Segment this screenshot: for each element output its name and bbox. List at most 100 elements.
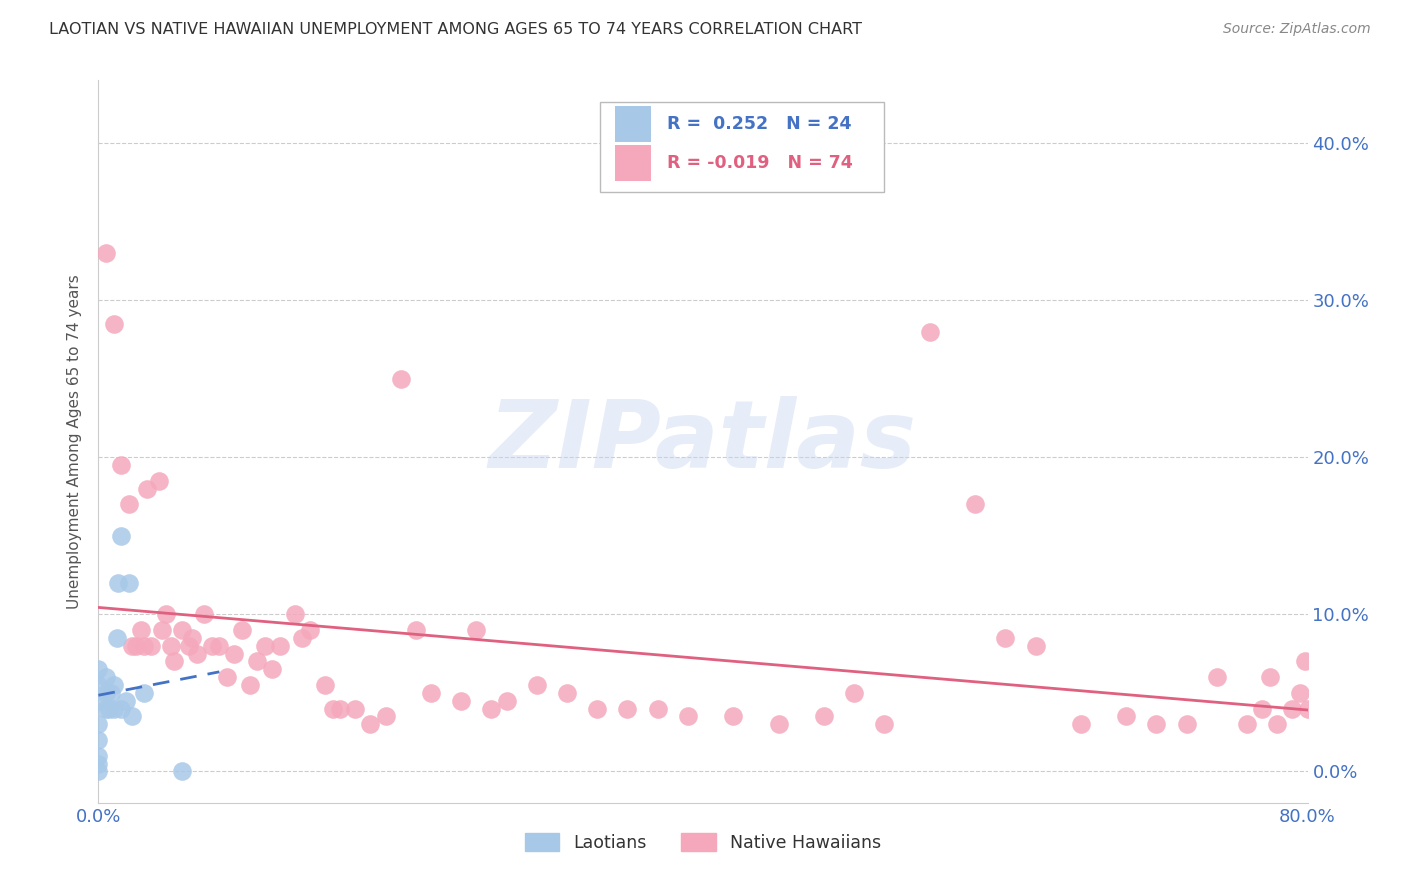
Point	[1236, 717, 1258, 731]
Point	[87, 678, 110, 692]
Point	[465, 623, 488, 637]
Point	[360, 717, 382, 731]
Point	[994, 631, 1017, 645]
Point	[94, 686, 117, 700]
Point	[918, 325, 941, 339]
Point	[1294, 655, 1316, 669]
Point	[94, 246, 117, 260]
Point	[322, 701, 344, 715]
Point	[246, 655, 269, 669]
Point	[132, 686, 155, 700]
Point	[179, 639, 201, 653]
Point	[481, 701, 503, 715]
Y-axis label: Unemployment Among Ages 65 to 74 years: Unemployment Among Ages 65 to 74 years	[67, 274, 83, 609]
Point	[586, 701, 609, 715]
Point	[170, 623, 193, 637]
Point	[239, 678, 262, 692]
Text: Source: ZipAtlas.com: Source: ZipAtlas.com	[1223, 22, 1371, 37]
Legend: Laotians, Native Hawaiians: Laotians, Native Hawaiians	[517, 827, 889, 859]
Point	[110, 529, 132, 543]
Text: R = -0.019   N = 74: R = -0.019 N = 74	[666, 154, 852, 172]
Point	[118, 497, 141, 511]
Point	[405, 623, 427, 637]
Point	[1206, 670, 1229, 684]
Point	[100, 686, 122, 700]
FancyBboxPatch shape	[614, 145, 651, 181]
Point	[768, 717, 790, 731]
Point	[107, 575, 129, 590]
Point	[215, 670, 238, 684]
Point	[87, 748, 110, 763]
Point	[87, 733, 110, 747]
Point	[186, 647, 208, 661]
Text: R =  0.252   N = 24: R = 0.252 N = 24	[666, 115, 851, 133]
Point	[344, 701, 367, 715]
Point	[155, 607, 177, 622]
Point	[269, 639, 291, 653]
Point	[676, 709, 699, 723]
Point	[1144, 717, 1167, 731]
Point	[87, 662, 110, 676]
Point	[141, 639, 163, 653]
Point	[148, 474, 170, 488]
Point	[118, 575, 141, 590]
Point	[208, 639, 231, 653]
Point	[965, 497, 987, 511]
Point	[170, 764, 193, 779]
Point	[495, 694, 517, 708]
Point	[121, 639, 143, 653]
Point	[526, 678, 548, 692]
Point	[389, 372, 412, 386]
Point	[1175, 717, 1198, 731]
Point	[616, 701, 638, 715]
Point	[1251, 701, 1274, 715]
Point	[94, 670, 117, 684]
Point	[87, 764, 110, 779]
Point	[121, 709, 143, 723]
Point	[181, 631, 204, 645]
Point	[299, 623, 322, 637]
Text: LAOTIAN VS NATIVE HAWAIIAN UNEMPLOYMENT AMONG AGES 65 TO 74 YEARS CORRELATION CH: LAOTIAN VS NATIVE HAWAIIAN UNEMPLOYMENT …	[49, 22, 862, 37]
FancyBboxPatch shape	[600, 102, 884, 193]
Point	[723, 709, 745, 723]
Point	[103, 317, 125, 331]
Point	[105, 631, 128, 645]
Point	[103, 701, 125, 715]
Point	[844, 686, 866, 700]
Point	[224, 647, 246, 661]
Point	[150, 623, 173, 637]
Point	[450, 694, 472, 708]
Point	[284, 607, 307, 622]
Point	[87, 694, 110, 708]
Point	[262, 662, 284, 676]
Point	[1289, 686, 1312, 700]
Point	[98, 701, 121, 715]
Point	[135, 482, 157, 496]
Point	[110, 701, 132, 715]
Point	[129, 623, 152, 637]
Point	[114, 694, 136, 708]
Point	[1115, 709, 1137, 723]
Point	[253, 639, 276, 653]
FancyBboxPatch shape	[614, 105, 651, 142]
Point	[160, 639, 183, 653]
Point	[103, 678, 125, 692]
Point	[125, 639, 148, 653]
Point	[193, 607, 215, 622]
Point	[1258, 670, 1281, 684]
Point	[420, 686, 443, 700]
Point	[1024, 639, 1046, 653]
Point	[132, 639, 155, 653]
Point	[163, 655, 186, 669]
Point	[1070, 717, 1092, 731]
Point	[87, 756, 110, 771]
Point	[1267, 717, 1289, 731]
Point	[647, 701, 669, 715]
Point	[291, 631, 314, 645]
Point	[374, 709, 396, 723]
Point	[329, 701, 352, 715]
Point	[555, 686, 578, 700]
Point	[110, 458, 132, 472]
Point	[1281, 701, 1303, 715]
Point	[201, 639, 224, 653]
